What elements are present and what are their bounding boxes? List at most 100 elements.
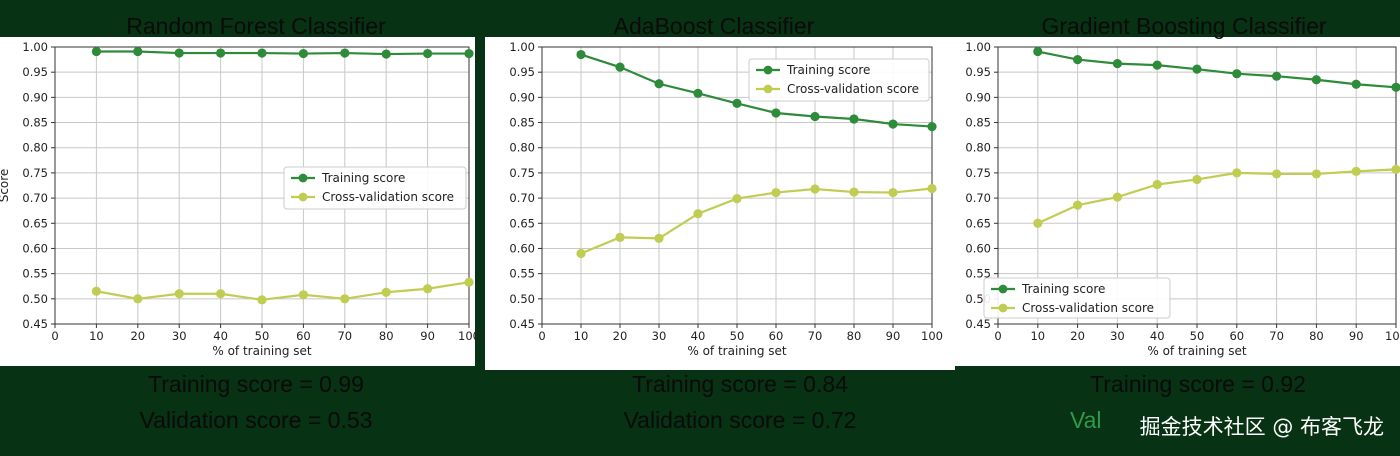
data-point-training (216, 48, 226, 58)
x-tick-label: 10 (89, 329, 104, 343)
data-point-validation (423, 284, 433, 294)
data-point-validation (1232, 168, 1242, 178)
legend-entry-label: Cross-validation score (787, 82, 919, 96)
y-tick-label: 0.80 (22, 141, 48, 155)
data-point-training (888, 119, 898, 129)
data-point-training (257, 48, 267, 58)
data-point-training (174, 48, 184, 58)
legend-entry-label: Cross-validation score (1022, 301, 1154, 315)
data-point-validation (693, 209, 703, 219)
series-line-validation (1037, 168, 1397, 225)
data-point-training (464, 48, 474, 59)
training-score-caption: Training score = 0.99 (148, 371, 364, 397)
data-point-training (91, 46, 101, 57)
y-tick-label: 0.80 (965, 141, 991, 155)
y-tick-label: 1.00 (22, 40, 48, 54)
x-axis-label: % of training set (212, 344, 312, 358)
x-tick-label: 60 (769, 329, 784, 343)
y-tick-label: 0.70 (965, 191, 991, 205)
x-tick-label: 40 (691, 329, 706, 343)
x-tick-label: 100 (458, 329, 480, 343)
data-point-validation (615, 232, 625, 242)
chart-title: Gradient Boosting Classifier (1041, 13, 1326, 39)
y-tick-label: 0.60 (965, 241, 991, 255)
data-point-training (133, 46, 143, 57)
y-tick-label: 1.00 (509, 40, 535, 54)
y-tick-label: 0.55 (965, 267, 991, 281)
data-point-training (1311, 75, 1321, 85)
x-tick-label: 0 (994, 329, 1001, 343)
y-tick-label: 0.75 (509, 166, 535, 180)
data-point-validation (298, 290, 308, 300)
x-tick-label: 100 (921, 329, 943, 343)
y-tick-label: 0.60 (22, 241, 48, 255)
training-score-caption: Training score = 0.92 (1090, 371, 1306, 397)
x-tick-label: 20 (130, 329, 145, 343)
data-point-training (298, 48, 308, 59)
y-tick-label: 0.90 (965, 90, 991, 104)
x-tick-label: 30 (652, 329, 667, 343)
data-point-training (423, 48, 433, 59)
data-point-validation (1112, 192, 1122, 202)
y-tick-label: 1.00 (965, 40, 991, 54)
data-point-training (1351, 79, 1361, 89)
series-line-training (1037, 50, 1397, 89)
x-tick-label: 20 (613, 329, 628, 343)
legend-entry-label: Training score (786, 63, 870, 77)
y-tick-label: 0.90 (22, 90, 48, 104)
data-point-validation (927, 183, 937, 194)
watermark-text: 掘金技术社区 @ 布客飞龙 (1140, 415, 1384, 439)
data-point-validation (888, 187, 898, 198)
data-point-training (1112, 59, 1122, 69)
legend-box (283, 166, 467, 210)
chart-gradient-boosting: Gradient Boosting Classifier Training sc… (943, 13, 1400, 433)
data-point-validation (1073, 200, 1083, 210)
data-point-validation (849, 187, 859, 197)
legend-swatch-marker (763, 65, 773, 75)
legend-box (983, 277, 1171, 319)
x-tick-label: 10 (574, 329, 589, 343)
chart-legend: Training score Cross-validation score (748, 58, 930, 102)
y-tick-label: 0.85 (22, 116, 48, 130)
x-tick-label: 0 (538, 329, 545, 343)
data-point-training (1152, 60, 1162, 70)
y-tick-label: 0.90 (509, 90, 535, 104)
legend-swatch-marker (998, 303, 1008, 313)
y-tick-label: 0.50 (22, 292, 48, 306)
legend-swatch-marker (763, 84, 773, 94)
data-point-training (1232, 69, 1242, 79)
x-tick-label: 80 (847, 329, 862, 343)
data-point-training (1391, 82, 1400, 92)
x-tick-label: 50 (255, 329, 270, 343)
data-point-training (615, 62, 625, 72)
y-tick-label: 0.85 (965, 116, 991, 130)
data-point-validation (91, 286, 101, 296)
chart-title: AdaBoost Classifier (614, 13, 815, 39)
y-tick-label: 0.50 (509, 292, 535, 306)
chart-legend: Training score Cross-validation score (283, 166, 467, 210)
x-tick-label: 100 (1385, 329, 1400, 343)
data-point-validation (732, 193, 742, 204)
data-point-training (927, 121, 937, 132)
data-point-validation (1033, 218, 1043, 228)
x-tick-label: 60 (296, 329, 311, 343)
x-tick-label: 50 (1190, 329, 1205, 343)
data-point-training (1192, 64, 1202, 74)
x-tick-label: 30 (172, 329, 187, 343)
data-point-validation (771, 187, 781, 198)
y-tick-label: 0.45 (965, 317, 991, 331)
data-point-validation (1152, 179, 1162, 190)
data-point-validation (1311, 169, 1321, 179)
x-axis-label: % of training set (687, 344, 787, 358)
series-line-validation (580, 187, 933, 255)
x-tick-label: 40 (1150, 329, 1165, 343)
data-point-training (1272, 71, 1282, 81)
x-tick-label: 90 (420, 329, 435, 343)
data-point-training (771, 108, 781, 118)
data-point-training (732, 98, 742, 109)
data-point-validation (340, 294, 350, 304)
y-tick-label: 0.65 (509, 216, 535, 230)
data-point-validation (174, 289, 184, 299)
data-point-training (849, 114, 859, 124)
x-tick-label: 40 (213, 329, 228, 343)
